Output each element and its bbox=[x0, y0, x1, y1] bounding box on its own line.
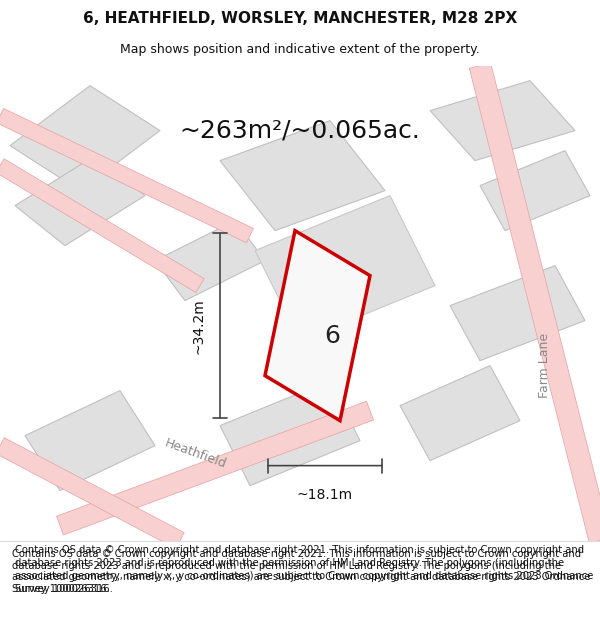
Polygon shape bbox=[0, 159, 204, 292]
Polygon shape bbox=[10, 86, 160, 191]
Polygon shape bbox=[469, 63, 600, 543]
Text: Map shows position and indicative extent of the property.: Map shows position and indicative extent… bbox=[120, 42, 480, 56]
Text: Farm Lane: Farm Lane bbox=[539, 333, 551, 398]
Text: 6, HEATHFIELD, WORSLEY, MANCHESTER, M28 2PX: 6, HEATHFIELD, WORSLEY, MANCHESTER, M28 … bbox=[83, 11, 517, 26]
Polygon shape bbox=[56, 401, 373, 535]
Polygon shape bbox=[220, 121, 385, 231]
Polygon shape bbox=[430, 81, 575, 161]
Polygon shape bbox=[0, 438, 184, 549]
Polygon shape bbox=[15, 156, 145, 246]
Polygon shape bbox=[400, 366, 520, 461]
Polygon shape bbox=[0, 108, 253, 243]
Text: ~18.1m: ~18.1m bbox=[297, 488, 353, 502]
Polygon shape bbox=[255, 196, 435, 341]
Text: ~263m²/~0.065ac.: ~263m²/~0.065ac. bbox=[179, 119, 421, 142]
Polygon shape bbox=[480, 151, 590, 231]
Text: ~34.2m: ~34.2m bbox=[191, 298, 205, 354]
Text: 6: 6 bbox=[325, 324, 341, 348]
Text: Contains OS data © Crown copyright and database right 2021. This information is : Contains OS data © Crown copyright and d… bbox=[15, 545, 593, 594]
Polygon shape bbox=[25, 391, 155, 491]
Polygon shape bbox=[450, 266, 585, 361]
Text: Heathfield: Heathfield bbox=[162, 436, 228, 471]
Polygon shape bbox=[155, 221, 265, 301]
Polygon shape bbox=[265, 231, 370, 421]
Polygon shape bbox=[220, 381, 360, 486]
Text: Contains OS data © Crown copyright and database right 2021. This information is : Contains OS data © Crown copyright and d… bbox=[12, 549, 590, 594]
